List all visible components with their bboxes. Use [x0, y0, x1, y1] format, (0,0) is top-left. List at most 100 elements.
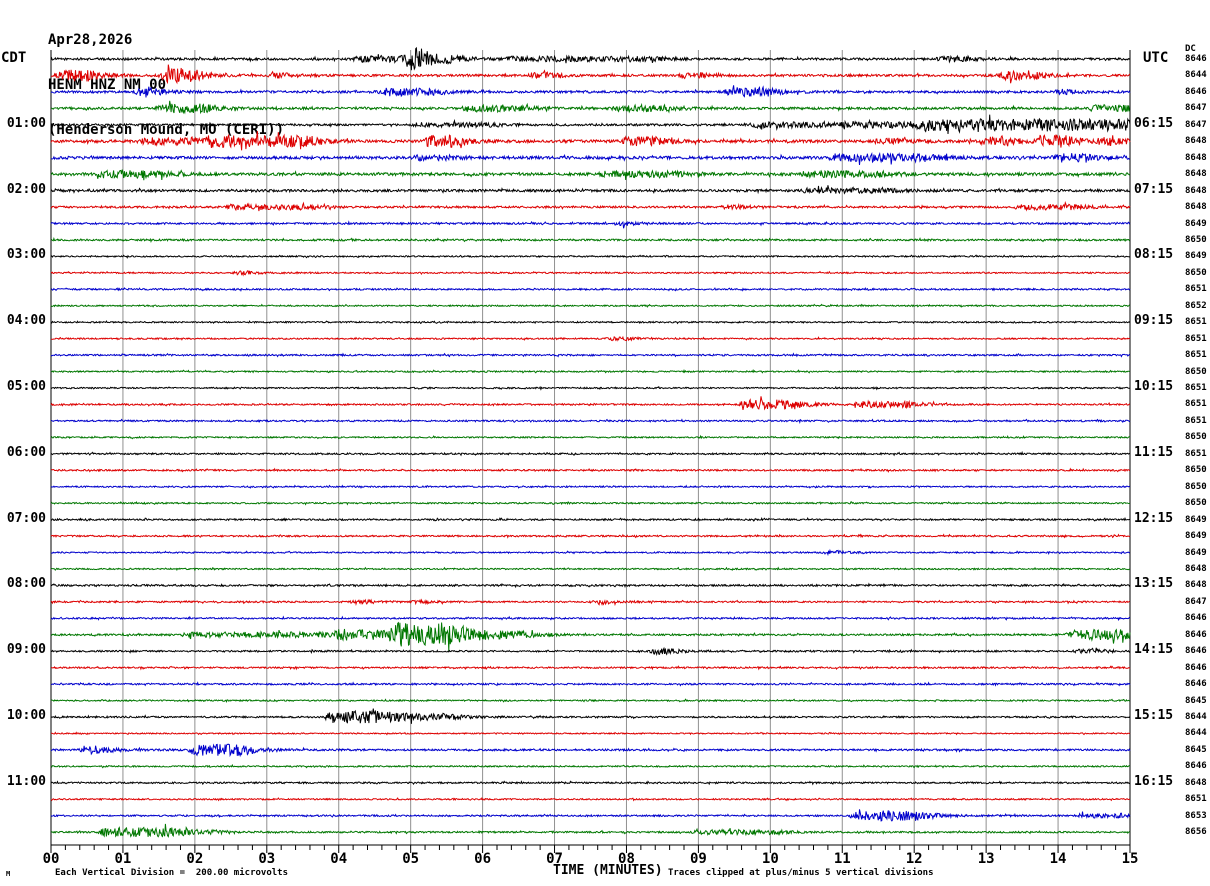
- trace-dc-value: 8648: [1185, 563, 1207, 574]
- seismo-trace-black: [50, 516, 1131, 522]
- utc-hour-label: 09:15: [1134, 313, 1174, 329]
- trace-dc-value: 8645: [1185, 744, 1207, 755]
- seismo-trace-blue: [50, 548, 1131, 557]
- seismo-trace-red: [50, 270, 1130, 277]
- seismo-trace-red: [50, 731, 1131, 736]
- utc-hour-label: 13:15: [1134, 576, 1174, 592]
- trace-dc-value: 8648: [1185, 185, 1207, 196]
- x-tick-label: 09: [689, 851, 707, 867]
- x-tick-label: 11: [833, 851, 851, 867]
- trace-dc-value: 8646: [1185, 679, 1207, 690]
- seismo-trace-blue: [50, 352, 1131, 358]
- vertical-division-note: Each Vertical Division = 200.00 microvol…: [55, 868, 288, 878]
- trace-dc-value: 8650: [1185, 465, 1207, 476]
- seismo-trace-black: [50, 450, 1131, 457]
- cdt-hour-label: 04:00: [6, 313, 46, 329]
- trace-dc-value: 8645: [1185, 695, 1207, 706]
- trace-dc-value: 8651: [1185, 448, 1207, 459]
- trace-dc-value: 8646: [1185, 86, 1207, 97]
- x-tick-label: 02: [186, 851, 204, 867]
- seismo-trace-red: [50, 131, 1131, 151]
- trace-dc-value: 8651: [1185, 399, 1207, 410]
- seismo-trace-blue: [50, 85, 1131, 98]
- x-tick-label: 00: [42, 851, 60, 867]
- utc-hour-label: 11:15: [1134, 444, 1174, 460]
- cdt-hour-label: 09:00: [6, 642, 46, 658]
- cdt-hour-label: 01:00: [6, 115, 46, 131]
- seismo-trace-green: [50, 100, 1131, 115]
- cdt-hour-label: 02:00: [6, 181, 46, 197]
- trace-dc-value: 8649: [1185, 251, 1207, 262]
- seismo-trace-blue: [50, 681, 1131, 687]
- title-block: Apr28,2026 HENM HNZ NM 00 (Henderson Mou…: [48, 3, 284, 168]
- utc-hour-label: 12:15: [1134, 510, 1174, 526]
- utc-hour-label: 14:15: [1134, 642, 1174, 658]
- trace-dc-value: 8646: [1185, 646, 1207, 657]
- seismo-trace-red: [50, 533, 1131, 539]
- trace-dc-value: 8648: [1185, 152, 1207, 163]
- seismo-trace-black: [50, 254, 1131, 259]
- x-tick-label: 14: [1049, 851, 1067, 867]
- trace-dc-value: 8656: [1185, 827, 1207, 838]
- seismo-trace-green: [50, 434, 1130, 440]
- trace-dc-value: 8647: [1185, 103, 1207, 114]
- seismo-trace-red: [50, 467, 1130, 473]
- trace-dc-value: 8646: [1185, 761, 1207, 772]
- seismo-trace-black: [50, 185, 1131, 195]
- trace-dc-value: 8651: [1185, 350, 1207, 361]
- trace-dc-value: 8651: [1185, 333, 1207, 344]
- trace-dc-value: 8650: [1185, 366, 1207, 377]
- cdt-hour-label: 03:00: [6, 247, 46, 263]
- x-tick-label: 04: [330, 851, 348, 867]
- x-tick-label: 12: [905, 851, 923, 867]
- seismo-trace-black: [50, 46, 1131, 71]
- trace-dc-value: 8651: [1185, 317, 1207, 328]
- seismo-trace-black: [50, 646, 1131, 657]
- x-tick-label: 06: [474, 851, 492, 867]
- seismo-trace-black: [50, 385, 1131, 391]
- seismo-trace-green: [50, 169, 1131, 181]
- trace-dc-value: 8651: [1185, 794, 1207, 805]
- seismo-trace-green: [50, 621, 1131, 651]
- trace-dc-value: 8650: [1185, 432, 1207, 443]
- seismo-trace-black: [50, 582, 1131, 589]
- right-axis-label: UTC: [1143, 50, 1169, 66]
- x-tick-label: 15: [1121, 851, 1139, 867]
- seismo-trace-blue: [50, 743, 1131, 758]
- trace-dc-value: 8649: [1185, 218, 1207, 229]
- x-tick-label: 13: [977, 851, 995, 867]
- x-tick-label: 03: [258, 851, 276, 867]
- corner-glyph: M: [6, 870, 11, 878]
- utc-hour-label: 10:15: [1134, 379, 1174, 394]
- dc-offset-label: DC: [1185, 44, 1196, 54]
- trace-dc-value: 8650: [1185, 498, 1207, 509]
- left-axis-label: CDT: [1, 50, 27, 66]
- x-tick-label: 07: [546, 851, 563, 867]
- seismo-trace-black: [50, 320, 1131, 325]
- x-tick-label: 01: [114, 851, 132, 867]
- trace-dc-value: 8651: [1185, 383, 1207, 393]
- trace-dc-value: 8650: [1185, 267, 1207, 278]
- x-axis-title: TIME (MINUTES): [553, 863, 663, 878]
- seismo-trace-black: [50, 780, 1131, 786]
- seismo-trace-blue: [50, 286, 1131, 292]
- seismo-trace-green: [50, 698, 1131, 703]
- utc-hour-label: 15:15: [1134, 708, 1174, 723]
- utc-hour-label: 06:15: [1134, 115, 1174, 131]
- seismo-trace-green: [50, 237, 1131, 244]
- trace-dc-value: 8647: [1185, 119, 1207, 130]
- trace-dc-value: 8649: [1185, 547, 1207, 558]
- seismo-trace-red: [51, 665, 1131, 671]
- seismo-trace-red: [50, 200, 1131, 212]
- seismo-trace-black: [50, 114, 1131, 135]
- x-tick-label: 08: [618, 851, 635, 867]
- seismo-trace-green: [50, 369, 1131, 374]
- trace-dc-value: 8648: [1185, 580, 1207, 591]
- utc-hour-label: 07:15: [1134, 181, 1174, 197]
- trace-dc-value: 8646: [1185, 54, 1207, 64]
- trace-dc-value: 8646: [1185, 662, 1207, 673]
- seismo-trace-blue: [50, 484, 1131, 489]
- clipping-note: Traces clipped at plus/minus 5 vertical …: [668, 868, 934, 878]
- seismo-trace-green: [51, 823, 1131, 838]
- seismo-trace-green: [50, 763, 1131, 769]
